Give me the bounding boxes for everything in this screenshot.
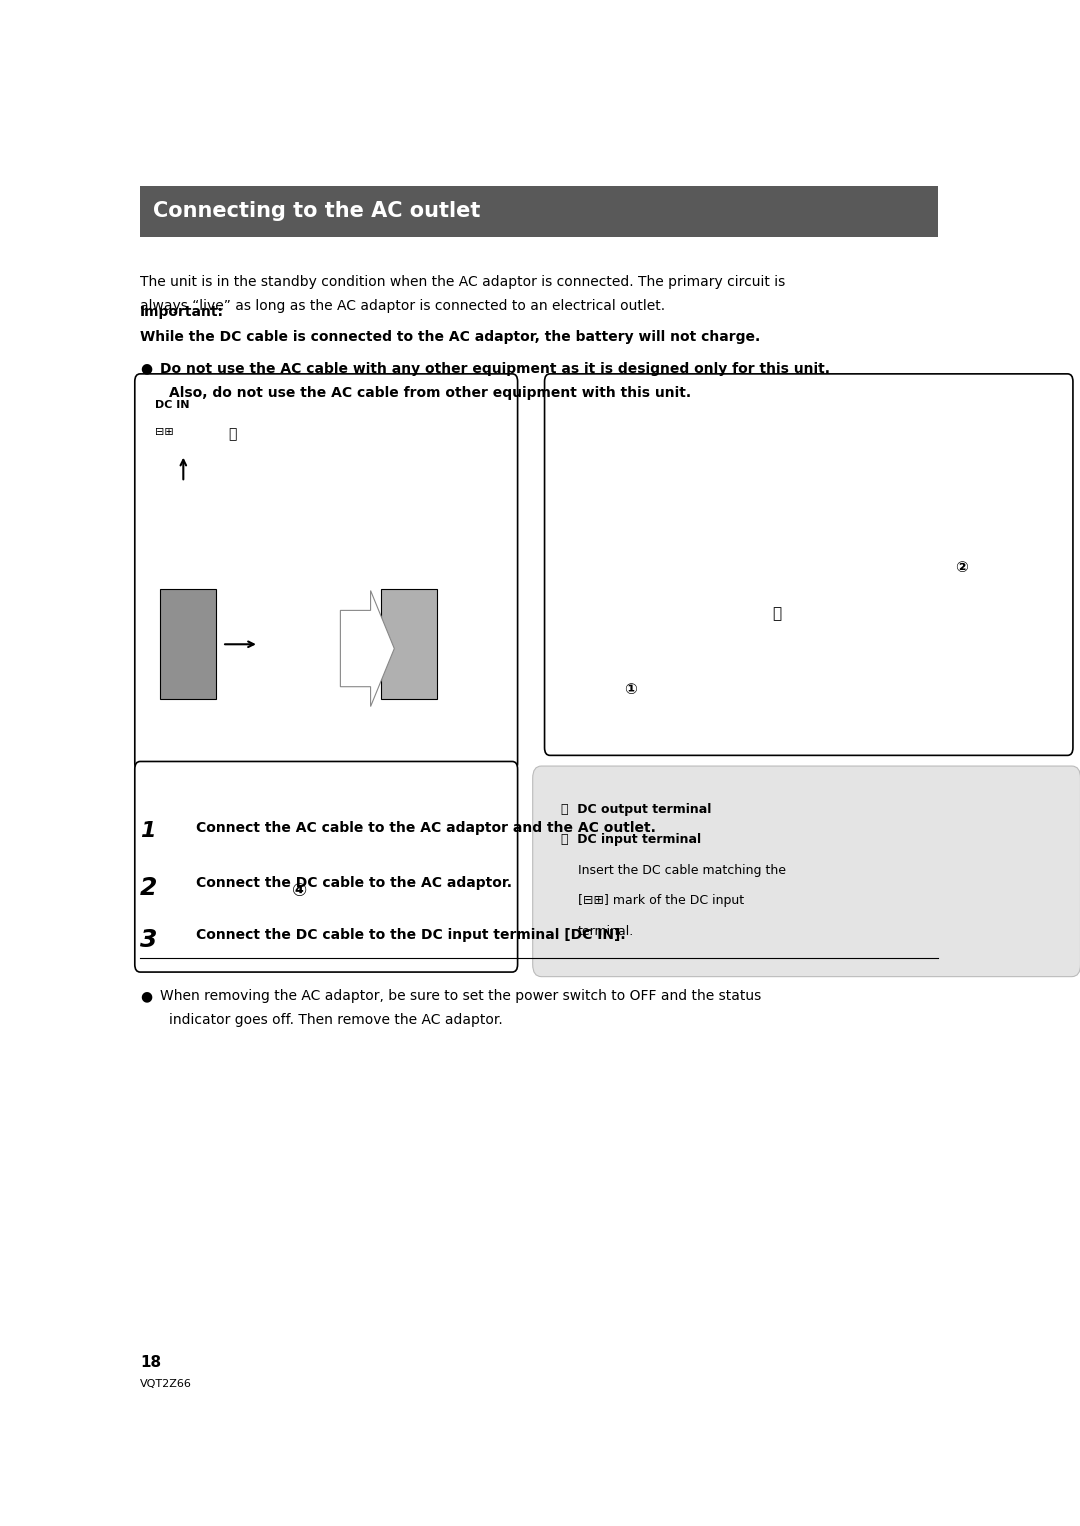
Text: 2: 2 bbox=[140, 876, 158, 900]
Text: Do not use the AC cable with any other equipment as it is designed only for this: Do not use the AC cable with any other e… bbox=[160, 362, 829, 375]
Text: Ⓐ: Ⓐ bbox=[772, 606, 781, 621]
Text: ⊟⊞: ⊟⊞ bbox=[156, 427, 174, 438]
Text: Connecting to the AC outlet: Connecting to the AC outlet bbox=[153, 201, 481, 221]
Text: ●: ● bbox=[140, 989, 152, 1003]
Text: ①: ① bbox=[624, 682, 637, 697]
Text: ②: ② bbox=[956, 560, 969, 575]
Text: Also, do not use the AC cable from other equipment with this unit.: Also, do not use the AC cable from other… bbox=[170, 386, 691, 400]
FancyBboxPatch shape bbox=[160, 589, 216, 699]
FancyBboxPatch shape bbox=[135, 374, 517, 771]
FancyBboxPatch shape bbox=[149, 542, 503, 755]
Text: indicator goes off. Then remove the AC adaptor.: indicator goes off. Then remove the AC a… bbox=[170, 1013, 503, 1027]
FancyBboxPatch shape bbox=[381, 589, 437, 699]
Text: DC IN: DC IN bbox=[156, 400, 190, 410]
FancyBboxPatch shape bbox=[135, 761, 517, 972]
FancyBboxPatch shape bbox=[140, 186, 939, 237]
Text: Insert the DC cable matching the: Insert the DC cable matching the bbox=[578, 864, 786, 877]
Text: ●: ● bbox=[140, 362, 152, 375]
Text: always “live” as long as the AC adaptor is connected to an electrical outlet.: always “live” as long as the AC adaptor … bbox=[140, 299, 665, 313]
Text: VQT2Z66: VQT2Z66 bbox=[140, 1378, 192, 1389]
Text: 18: 18 bbox=[140, 1355, 161, 1370]
Polygon shape bbox=[340, 591, 394, 707]
Text: When removing the AC adaptor, be sure to set the power switch to OFF and the sta: When removing the AC adaptor, be sure to… bbox=[160, 989, 760, 1003]
Text: Ⓐ  DC output terminal: Ⓐ DC output terminal bbox=[561, 803, 711, 816]
Text: Connect the AC cable to the AC adaptor and the AC outlet.: Connect the AC cable to the AC adaptor a… bbox=[197, 821, 657, 835]
Text: ④: ④ bbox=[293, 882, 308, 900]
Text: The unit is in the standby condition when the AC adaptor is connected. The prima: The unit is in the standby condition whe… bbox=[140, 275, 785, 288]
Text: Connect the DC cable to the AC adaptor.: Connect the DC cable to the AC adaptor. bbox=[197, 876, 512, 890]
Text: 1: 1 bbox=[140, 821, 156, 841]
Text: Ⓑ: Ⓑ bbox=[229, 427, 237, 441]
Text: Connect the DC cable to the DC input terminal [DC IN].: Connect the DC cable to the DC input ter… bbox=[197, 928, 626, 942]
FancyBboxPatch shape bbox=[544, 374, 1072, 755]
FancyBboxPatch shape bbox=[532, 766, 1080, 977]
Text: [⊟⊞] mark of the DC input: [⊟⊞] mark of the DC input bbox=[578, 894, 744, 908]
Text: While the DC cable is connected to the AC adaptor, the battery will not charge.: While the DC cable is connected to the A… bbox=[140, 330, 760, 343]
Text: Ⓑ  DC input terminal: Ⓑ DC input terminal bbox=[561, 833, 701, 847]
Text: terminal.: terminal. bbox=[578, 925, 634, 938]
Text: Important:: Important: bbox=[140, 305, 225, 319]
Text: 3: 3 bbox=[140, 928, 158, 952]
